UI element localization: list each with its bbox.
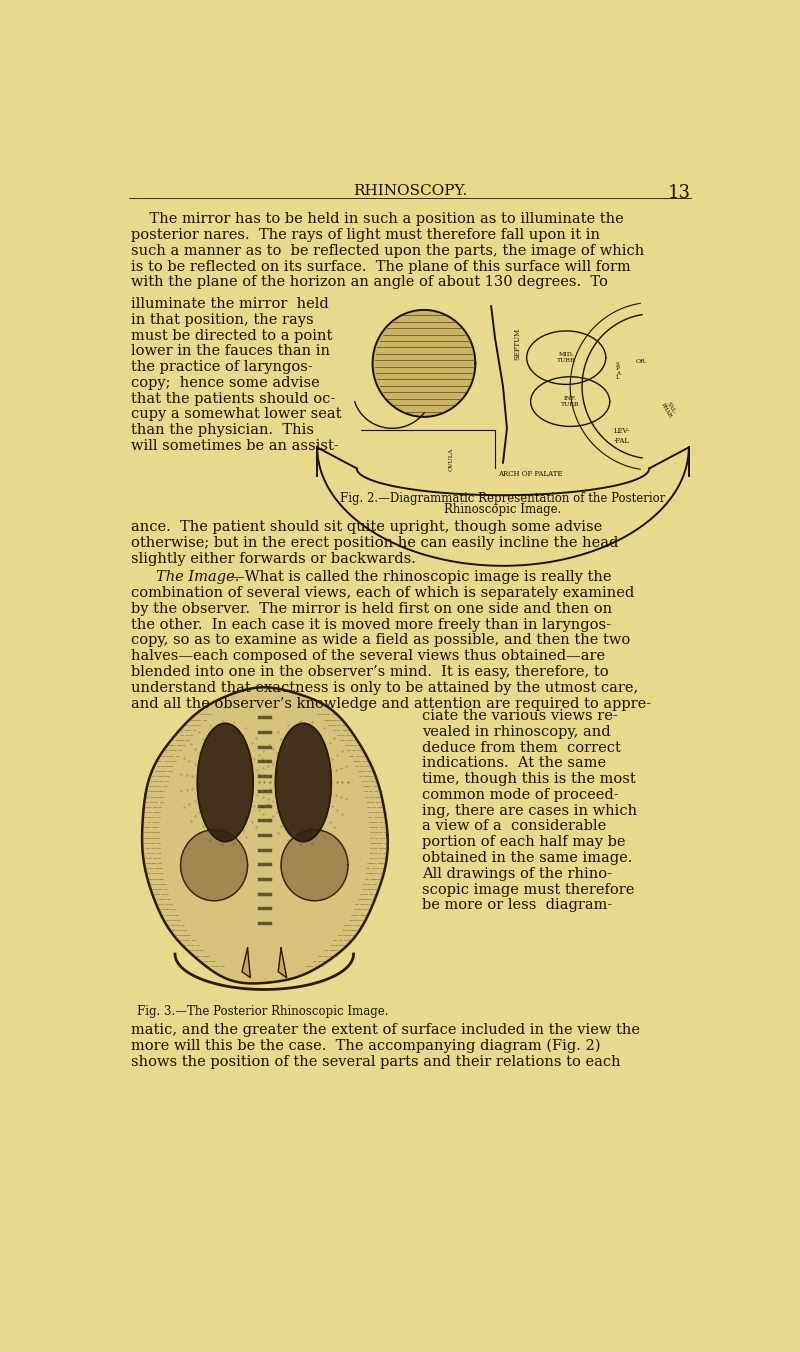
- Text: scopic image must therefore: scopic image must therefore: [422, 883, 634, 896]
- Polygon shape: [275, 723, 331, 841]
- Text: ance.  The patient should sit quite upright, though some advise: ance. The patient should sit quite uprig…: [131, 521, 602, 534]
- Text: RHINOSCOPY.: RHINOSCOPY.: [353, 184, 467, 197]
- Text: understand that exactness is only to be attained by the utmost care,: understand that exactness is only to be …: [131, 681, 638, 695]
- Text: OVULA: OVULA: [449, 448, 454, 470]
- Text: ing, there are cases in which: ing, there are cases in which: [422, 803, 637, 818]
- Text: INF.
TURB: INF. TURB: [561, 396, 579, 407]
- Text: indications.  At the same: indications. At the same: [422, 756, 606, 771]
- Text: a view of a  considerable: a view of a considerable: [422, 819, 606, 833]
- Text: Fig. 3.—The Posterior Rhinoscopic Image.: Fig. 3.—The Posterior Rhinoscopic Image.: [137, 1006, 389, 1018]
- Polygon shape: [181, 830, 247, 900]
- Text: halves—each composed of the several views thus obtained—are: halves—each composed of the several view…: [131, 649, 605, 664]
- Text: more will this be the case.  The accompanying diagram (Fig. 2): more will this be the case. The accompan…: [131, 1038, 601, 1053]
- Text: posterior nares.  The rays of light must therefore fall upon it in: posterior nares. The rays of light must …: [131, 228, 600, 242]
- Text: cupy a somewhat lower seat: cupy a somewhat lower seat: [131, 407, 342, 422]
- Text: must be directed to a point: must be directed to a point: [131, 329, 332, 342]
- Text: MID.
TURB: MID. TURB: [557, 353, 575, 364]
- Text: and all the observer’s knowledge and attention are required to appre-: and all the observer’s knowledge and att…: [131, 696, 651, 711]
- Text: be more or less  diagram-: be more or less diagram-: [422, 898, 612, 913]
- Text: Rhinoscopic Image.: Rhinoscopic Image.: [444, 503, 562, 516]
- Text: 13: 13: [667, 184, 690, 201]
- Text: S
P
A
L: S P A L: [616, 361, 620, 380]
- Text: illuminate the mirror  held: illuminate the mirror held: [131, 297, 329, 311]
- Polygon shape: [278, 948, 286, 977]
- Text: obtained in the same image.: obtained in the same image.: [422, 850, 632, 865]
- Text: is to be reflected on its surface.  The plane of this surface will form: is to be reflected on its surface. The p…: [131, 260, 630, 273]
- Text: LEV-
-PAL: LEV- -PAL: [614, 427, 630, 445]
- Text: —What is called the rhinoscopic image is really the: —What is called the rhinoscopic image is…: [230, 571, 612, 584]
- Text: that the patients should oc-: that the patients should oc-: [131, 392, 335, 406]
- Text: the practice of laryngos-: the practice of laryngos-: [131, 360, 313, 375]
- Polygon shape: [242, 948, 250, 977]
- Text: ciate the various views re-: ciate the various views re-: [422, 708, 618, 723]
- Text: blended into one in the observer’s mind.  It is easy, therefore, to: blended into one in the observer’s mind.…: [131, 665, 609, 679]
- Text: common mode of proceed-: common mode of proceed-: [422, 788, 618, 802]
- Text: SAL-
PHAR: SAL- PHAR: [660, 399, 678, 419]
- Text: will sometimes be an assist-: will sometimes be an assist-: [131, 439, 338, 453]
- Text: the other.  In each case it is moved more freely than in laryngos-: the other. In each case it is moved more…: [131, 618, 611, 631]
- Polygon shape: [281, 830, 348, 900]
- Text: The mirror has to be held in such a position as to illuminate the: The mirror has to be held in such a posi…: [131, 212, 624, 226]
- Text: copy, so as to examine as wide a field as possible, and then the two: copy, so as to examine as wide a field a…: [131, 634, 630, 648]
- Text: slightly either forwards or backwards.: slightly either forwards or backwards.: [131, 552, 416, 566]
- Text: copy;  hence some advise: copy; hence some advise: [131, 376, 320, 389]
- Text: than the physician.  This: than the physician. This: [131, 423, 314, 437]
- Text: with the plane of the horizon an angle of about 130 degrees.  To: with the plane of the horizon an angle o…: [131, 276, 608, 289]
- Polygon shape: [142, 687, 388, 983]
- Text: The Image.: The Image.: [156, 571, 239, 584]
- Text: combination of several views, each of which is separately examined: combination of several views, each of wh…: [131, 587, 634, 600]
- Text: otherwise; but in the erect position he can easily incline the head: otherwise; but in the erect position he …: [131, 537, 618, 550]
- Text: lower in the fauces than in: lower in the fauces than in: [131, 345, 330, 358]
- Text: ARCH OF PALATE: ARCH OF PALATE: [498, 470, 563, 479]
- Text: SEPTUM: SEPTUM: [513, 329, 521, 361]
- Text: matic, and the greater the extent of surface included in the view the: matic, and the greater the extent of sur…: [131, 1023, 640, 1037]
- Text: portion of each half may be: portion of each half may be: [422, 836, 625, 849]
- Text: All drawings of the rhino-: All drawings of the rhino-: [422, 867, 612, 880]
- Text: by the observer.  The mirror is held first on one side and then on: by the observer. The mirror is held firs…: [131, 602, 612, 617]
- Text: in that position, the rays: in that position, the rays: [131, 312, 314, 327]
- Text: deduce from them  correct: deduce from them correct: [422, 741, 621, 754]
- Text: Fig. 2.—Diagrammatic Representation of the Posterior: Fig. 2.—Diagrammatic Representation of t…: [340, 492, 666, 504]
- Text: vealed in rhinoscopy, and: vealed in rhinoscopy, and: [422, 725, 610, 738]
- Text: shows the position of the several parts and their relations to each: shows the position of the several parts …: [131, 1055, 621, 1068]
- Text: such a manner as to  be reflected upon the parts, the image of which: such a manner as to be reflected upon th…: [131, 243, 644, 258]
- Polygon shape: [198, 723, 253, 841]
- Text: OR.: OR.: [635, 360, 647, 364]
- Text: time, though this is the most: time, though this is the most: [422, 772, 635, 786]
- Polygon shape: [373, 310, 475, 416]
